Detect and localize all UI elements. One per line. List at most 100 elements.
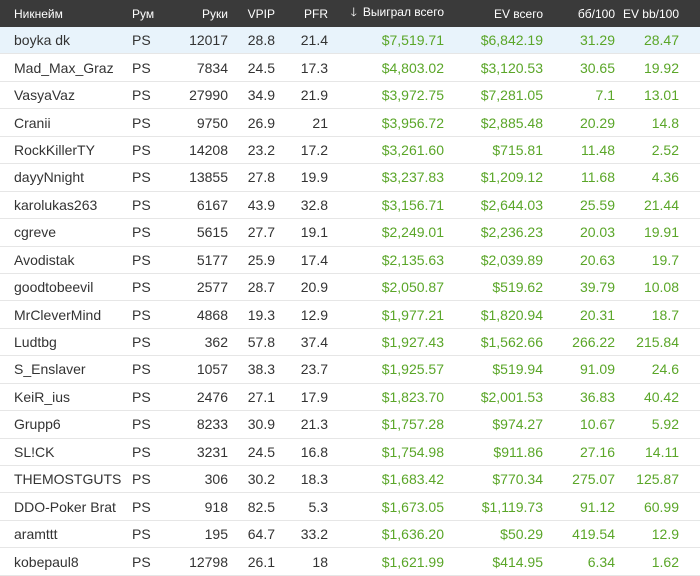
player-name[interactable]: SL!CK — [14, 443, 55, 460]
player-name[interactable]: Grupp6 — [14, 416, 61, 433]
pfr-cell: 18 — [312, 553, 328, 570]
table-row[interactable]: VasyaVaz PS 27990 34.9 21.9 $3,972.75 $7,281.0… — [0, 82, 700, 110]
table-row[interactable]: kobepaul8 PS 12798 26.1 18 $1,621.99 $414.95 6.… — [0, 548, 700, 576]
table-row[interactable]: cgreve PS 5615 27.7 19.1 $2,249.01 $2,236.23 20… — [0, 219, 700, 247]
table-row[interactable]: MrCleverMind PS 4868 19.3 12.9 $1,977.21 $1,82… — [0, 301, 700, 329]
player-name[interactable]: cgreve — [14, 224, 57, 241]
player-name[interactable]: MrCleverMind — [14, 306, 102, 323]
table-row[interactable]: SL!CK PS 3231 24.5 16.8 $1,754.98 $911.86 27.16… — [0, 439, 700, 466]
player-name[interactable]: dayyNnight — [14, 169, 85, 186]
bb100-cell: 275.07 — [572, 471, 615, 488]
column-header-pfr[interactable]: PFR — [304, 6, 328, 21]
column-header-room[interactable]: Рум — [132, 6, 155, 21]
player-name[interactable]: boyka dk — [14, 32, 71, 49]
evbb100-cell: 14.8 — [651, 114, 679, 131]
player-name[interactable]: DDO-Poker Brat — [14, 498, 116, 515]
ev-cell: $2,001.53 — [480, 388, 543, 405]
player-name[interactable]: Mad_Max_Graz — [14, 59, 114, 76]
pfr-cell: 17.9 — [300, 388, 328, 405]
room-cell: PS — [132, 388, 151, 405]
hands-cell: 1057 — [196, 361, 228, 378]
hands-cell: 27990 — [189, 87, 228, 104]
column-header-name[interactable]: Никнейм — [14, 6, 63, 21]
won-cell: $1,673.05 — [381, 498, 444, 515]
table-row[interactable]: Mad_Max_Graz PS 7834 24.5 17.3 $4,803.02 $3,12… — [0, 54, 700, 82]
vpip-cell: 30.2 — [247, 471, 275, 488]
player-name[interactable]: RockKillerTY — [14, 141, 95, 158]
table-row[interactable]: RockKillerTY PS 14208 23.2 17.2 $3,261.60 $715… — [0, 137, 700, 165]
vpip-cell: 27.1 — [247, 388, 275, 405]
pfr-cell: 32.8 — [300, 196, 328, 213]
column-header-won[interactable]: 🡓 Выиграл всего — [328, 3, 444, 24]
ev-cell: $7,281.05 — [480, 87, 543, 104]
column-header-hands[interactable]: Руки — [202, 6, 228, 21]
table-row[interactable]: Avodistak PS 5177 25.9 17.4 $2,135.63 $2,039.8… — [0, 247, 700, 274]
table-row[interactable]: Cranii PS 9750 26.9 21 $3,956.72 $2,885.48 20.2… — [0, 109, 700, 137]
table-row[interactable]: THEMOSTGUTS PS 306 30.2 18.3 $1,683.42 $770.34… — [0, 466, 700, 494]
player-name[interactable]: karolukas263 — [14, 196, 98, 213]
pfr-cell: 23.7 — [300, 361, 328, 378]
won-cell: $2,050.87 — [381, 279, 444, 296]
player-name[interactable]: aramttt — [14, 526, 58, 543]
ev-cell: $770.34 — [492, 471, 543, 488]
won-cell: $1,621.99 — [381, 553, 444, 570]
table-row[interactable]: S_Enslaver PS 1057 38.3 23.7 $1,925.57 $519.94… — [0, 356, 700, 384]
player-name[interactable]: goodtobeevil — [14, 279, 94, 296]
room-cell: PS — [132, 141, 151, 158]
player-name[interactable]: KeiR_ius — [14, 388, 71, 405]
bb100-cell: 7.1 — [595, 87, 615, 104]
vpip-cell: 24.5 — [247, 443, 275, 460]
table-row[interactable]: boyka dk PS 12017 28.8 21.4 $7,519.71 $6,842.1… — [0, 27, 700, 55]
evbb100-cell: 19.92 — [643, 59, 679, 76]
room-cell: PS — [132, 196, 151, 213]
evbb100-cell: 2.52 — [651, 141, 679, 158]
room-cell: PS — [132, 526, 151, 543]
table-row[interactable]: Ludtbg PS 362 57.8 37.4 $1,927.43 $1,562.66 266… — [0, 329, 700, 357]
pfr-cell: 17.4 — [300, 251, 328, 268]
ev-cell: $1,562.66 — [480, 334, 543, 351]
hands-cell: 5177 — [196, 251, 228, 268]
column-header-evbb100[interactable]: EV bb/100 — [622, 6, 679, 21]
player-name[interactable]: Avodistak — [14, 251, 75, 268]
vpip-cell: 64.7 — [247, 526, 275, 543]
player-name[interactable]: VasyaVaz — [14, 87, 75, 104]
table-row[interactable]: KeiR_ius PS 2476 27.1 17.9 $1,823.70 $2,001.53… — [0, 384, 700, 412]
room-cell: PS — [132, 361, 151, 378]
bb100-cell: 39.79 — [579, 279, 615, 296]
pfr-cell: 21.9 — [300, 87, 328, 104]
hands-cell: 14208 — [189, 141, 228, 158]
won-cell: $1,636.20 — [381, 526, 444, 543]
table-row[interactable]: dayyNnight PS 13855 27.8 19.9 $3,237.83 $1,209… — [0, 164, 700, 192]
pfr-cell: 33.2 — [300, 526, 328, 543]
table-row[interactable]: karolukas263 PS 6167 43.9 32.8 $3,156.71 $2,64… — [0, 192, 700, 220]
evbb100-cell: 1.62 — [651, 553, 679, 570]
room-cell: PS — [132, 471, 151, 488]
column-header-ev[interactable]: EV всего — [493, 6, 543, 21]
table-row[interactable]: Grupp6 PS 8233 30.9 21.3 $1,757.28 $974.27 10.6… — [0, 411, 700, 439]
pfr-cell: 5.3 — [308, 498, 328, 515]
player-name[interactable]: Ludtbg — [14, 334, 57, 351]
evbb100-cell: 12.9 — [651, 526, 679, 543]
pfr-cell: 21.4 — [300, 32, 328, 49]
player-name[interactable]: Cranii — [14, 114, 51, 131]
won-cell: $1,823.70 — [381, 388, 444, 405]
hands-cell: 2476 — [196, 388, 228, 405]
pfr-cell: 21 — [312, 114, 328, 131]
player-name[interactable]: THEMOSTGUTS — [14, 471, 122, 488]
table-row[interactable]: aramttt PS 195 64.7 33.2 $1,636.20 $50.29 419.5… — [0, 521, 700, 549]
evbb100-cell: 18.7 — [651, 306, 679, 323]
won-cell: $1,925.57 — [381, 361, 444, 378]
evbb100-cell: 14.11 — [645, 443, 679, 460]
room-cell: PS — [132, 279, 151, 296]
table-row[interactable]: DDO-Poker Brat PS 918 82.5 5.3 $1,673.05 $1,11… — [0, 493, 700, 521]
pfr-cell: 37.4 — [300, 334, 328, 351]
column-header-vpip[interactable]: VPIP — [247, 6, 275, 21]
player-name[interactable]: kobepaul8 — [14, 553, 79, 570]
column-header-bb100[interactable]: бб/100 — [577, 6, 615, 21]
pfr-cell: 12.9 — [300, 306, 328, 323]
ev-cell: $2,885.48 — [480, 114, 543, 131]
player-name[interactable]: S_Enslaver — [14, 361, 86, 378]
bb100-cell: 91.12 — [579, 498, 615, 515]
table-row[interactable]: goodtobeevil PS 2577 28.7 20.9 $2,050.87 $519.… — [0, 274, 700, 302]
vpip-cell: 26.9 — [247, 114, 275, 131]
